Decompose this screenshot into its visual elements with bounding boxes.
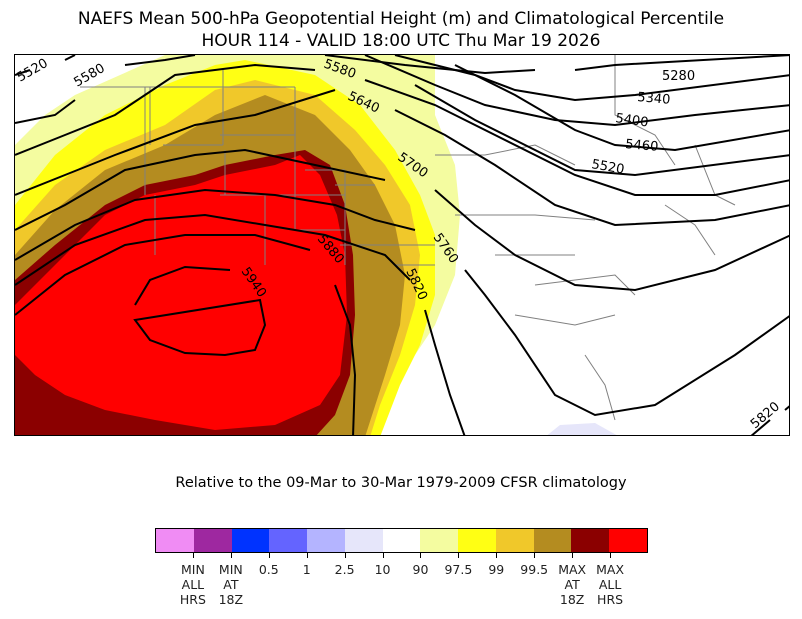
contour-5640 <box>15 89 789 227</box>
colorbar-tick-label: MAX ALL HRS <box>596 562 625 607</box>
contour-5520-east <box>414 84 789 177</box>
colorbar-tick <box>306 553 308 558</box>
colorbar-segment <box>307 529 345 552</box>
colorbar-tick-label: 0.5 <box>258 562 279 577</box>
contour-label: 5400 <box>614 111 649 130</box>
colorbar-tick <box>268 553 270 558</box>
colorbar-segment <box>609 529 647 552</box>
contour-label: 5820 <box>748 399 783 432</box>
colorbar-tick-label: 10 <box>374 562 391 577</box>
colorbar-tick <box>230 553 232 558</box>
contour-5580-west <box>15 55 196 124</box>
contour-label: 5460 <box>625 137 659 155</box>
colorbar-tick <box>534 553 536 558</box>
shade-max-all <box>15 155 347 430</box>
colorbar-segment <box>571 529 610 552</box>
contour-5760 <box>15 188 789 417</box>
colorbar-tick <box>610 553 612 558</box>
colorbar-tick <box>344 553 346 558</box>
colorbar-tick-label: 90 <box>412 562 429 577</box>
colorbar-tick <box>192 553 194 558</box>
climatology-subtitle: Relative to the 09-Mar to 30-Mar 1979-20… <box>175 475 627 491</box>
contour-5340 <box>394 55 789 102</box>
contour-label: 5340 <box>637 90 671 108</box>
chart-title-line2: HOUR 114 - VALID 18:00 UTC Thu Mar 19 20… <box>201 31 601 51</box>
colorbar-tick-label: 1 <box>302 562 311 577</box>
contour-5880 <box>15 234 357 435</box>
contour-label: 5280 <box>662 69 695 84</box>
contour-5400 <box>364 55 789 127</box>
colorbar-tick-label: 97.5 <box>444 562 473 577</box>
colorbar-segment <box>420 529 459 552</box>
contour-5520-west <box>15 55 76 76</box>
contour-5580-arc <box>15 63 789 196</box>
map-canvas: 5520 5580 5580 5640 5700 5760 5820 5880 … <box>15 55 789 435</box>
colorbar-segment <box>495 529 534 552</box>
map-panel: 5520 5580 5580 5640 5700 5760 5820 5880 … <box>14 54 790 436</box>
contour-label: 5520 <box>590 157 625 178</box>
contour-5460 <box>454 64 789 152</box>
colorbar-segment <box>382 529 421 552</box>
colorbar-tick-label: MAX AT 18Z <box>558 562 587 607</box>
colorbar-tick <box>420 553 422 558</box>
contour-5940 <box>133 265 267 357</box>
chart-title-line1: NAEFS Mean 500-hPa Geopotential Height (… <box>77 9 725 29</box>
colorbar-segment <box>344 529 383 552</box>
shade-10 <box>547 423 617 435</box>
colorbar-segment <box>193 529 232 552</box>
colorbar-tick <box>458 553 460 558</box>
colorbar-segment <box>231 529 270 552</box>
contour-5820 <box>15 213 466 435</box>
colorbar-tick-label: 99.5 <box>520 562 549 577</box>
contour-label: 5520 <box>15 56 51 86</box>
colorbar-segment <box>269 529 308 552</box>
colorbar-tick <box>496 553 498 558</box>
colorbar-segment <box>533 529 572 552</box>
colorbar-tick-label: 99 <box>488 562 505 577</box>
colorbar-tick <box>572 553 574 558</box>
colorbar-ticks: MIN ALL HRS MIN AT 18Z 0.5 1 2.5 10 90 97.5 99 99.5 MA… <box>155 553 648 613</box>
colorbar-segment <box>156 529 194 552</box>
contour-5820-se <box>750 405 789 435</box>
height-contours <box>15 55 789 435</box>
colorbar-tick-label: 2.5 <box>334 562 355 577</box>
percentile-colorbar <box>155 528 648 553</box>
colorbar-tick-label: MIN AT 18Z <box>218 562 244 607</box>
colorbar-tick-label: MIN ALL HRS <box>179 562 206 607</box>
colorbar-segment <box>458 529 496 552</box>
contour-5700 <box>15 148 789 292</box>
colorbar-tick <box>382 553 384 558</box>
